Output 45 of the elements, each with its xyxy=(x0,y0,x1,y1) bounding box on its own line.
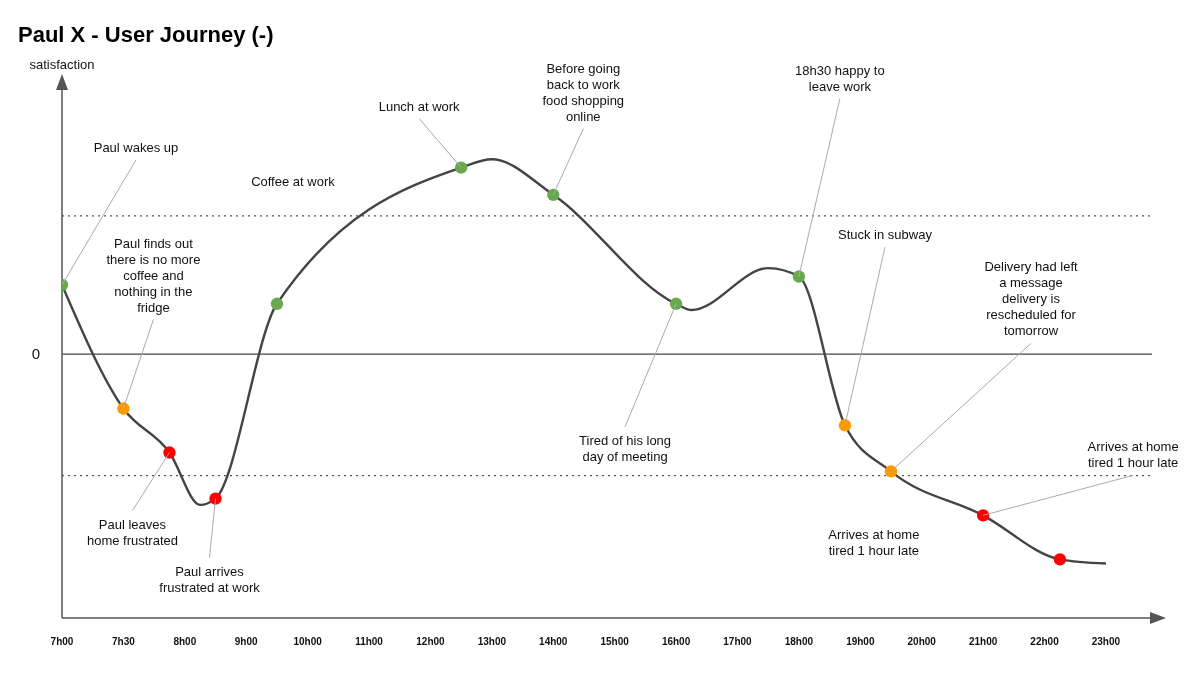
point xyxy=(884,465,898,478)
text: satisfaction xyxy=(29,57,95,72)
x-tick-label: 18h00 xyxy=(784,636,814,648)
annotation: Arrives at home tired 1 hour late xyxy=(1087,439,1179,471)
text: Before going back to work food shopping online xyxy=(542,60,625,124)
point xyxy=(117,402,130,415)
point xyxy=(547,188,560,202)
x-tick-label: 13h00 xyxy=(477,636,507,648)
annotation: Tired of his long day of meeting xyxy=(579,432,672,464)
annotation: Paul leaves home frustrated xyxy=(86,516,178,548)
text: 18h30 happy to leave work xyxy=(795,62,885,94)
x-tick-label: 9h00 xyxy=(234,636,259,648)
x-tick-label: 11h00 xyxy=(355,636,384,648)
x-tick-label: 8h00 xyxy=(173,636,197,648)
point xyxy=(454,161,468,174)
point xyxy=(838,419,852,432)
text: Lunch at work xyxy=(378,98,461,114)
x-tick-label: 15h00 xyxy=(600,636,630,648)
x-tick-label: 19h00 xyxy=(846,636,875,648)
point xyxy=(163,446,176,459)
x-tick-label: 10h00 xyxy=(293,636,323,648)
text: Paul wakes up xyxy=(93,139,179,155)
point xyxy=(976,509,990,522)
x-tick-label: 20h00 xyxy=(907,636,937,648)
x-tick-label: 7h00 xyxy=(50,636,74,648)
point xyxy=(669,297,683,310)
chart-title: Paul X - User Journey (-) xyxy=(18,22,274,48)
x-tick-label: 16h00 xyxy=(661,636,691,648)
annotation: Arrives at home tired 1 hour late xyxy=(828,527,920,559)
ref-line-label: 0 xyxy=(31,345,40,363)
point xyxy=(1053,553,1067,566)
x-tick-label: 17h00 xyxy=(723,636,753,648)
annotation: Delivery had left a message delivery is rescheduled for tomorrow xyxy=(984,259,1078,339)
annotation: Paul finds out there is no more coffee and nothing in the fridge xyxy=(106,235,201,315)
x-tick-label: 23h00 xyxy=(1091,636,1121,648)
text: Paul arrives frustrated at work xyxy=(159,563,261,595)
x-tick-label: 21h00 xyxy=(968,636,998,648)
annotation: Stuck in subway xyxy=(837,227,933,243)
point xyxy=(270,297,284,310)
x-tick-label: 7h30 xyxy=(112,636,136,648)
annotation: Coffee at work xyxy=(251,173,336,189)
x-tick-label: 22h00 xyxy=(1030,636,1060,648)
point xyxy=(792,270,806,283)
x-tick-label: 12h00 xyxy=(416,636,446,648)
x-tick-label: 14h00 xyxy=(539,636,568,648)
